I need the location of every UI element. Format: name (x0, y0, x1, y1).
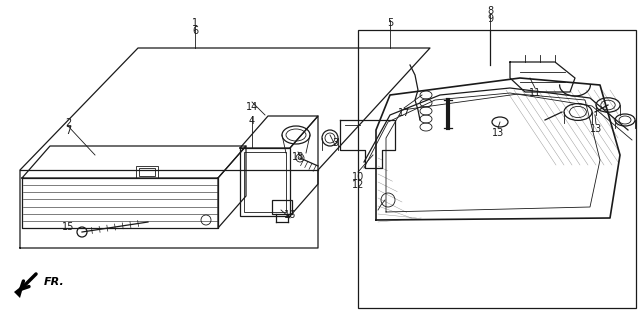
Bar (244, 152, 286, 212)
Text: 18: 18 (292, 152, 304, 162)
Text: 8: 8 (487, 6, 493, 16)
Bar (358, 30, 636, 308)
Text: 5: 5 (387, 18, 393, 28)
Bar (272, 200, 292, 214)
Bar (139, 168, 155, 176)
Text: 11: 11 (529, 88, 541, 98)
Polygon shape (14, 284, 24, 298)
Text: 13: 13 (590, 124, 602, 134)
Text: 17: 17 (398, 108, 410, 118)
Text: 9: 9 (487, 14, 493, 24)
Text: 13: 13 (492, 128, 504, 138)
Text: 7: 7 (65, 126, 71, 136)
Text: 16: 16 (284, 210, 296, 220)
Text: 12: 12 (352, 180, 364, 190)
Text: 10: 10 (352, 172, 364, 182)
Text: 14: 14 (246, 102, 258, 112)
Text: 1: 1 (192, 18, 198, 28)
Bar (240, 148, 290, 216)
Bar (136, 166, 157, 178)
Text: FR.: FR. (44, 277, 65, 287)
Text: 4: 4 (249, 116, 255, 126)
Text: 2: 2 (65, 118, 71, 128)
Text: 15: 15 (62, 222, 74, 232)
Text: 6: 6 (192, 26, 198, 36)
Text: 3: 3 (332, 138, 338, 148)
